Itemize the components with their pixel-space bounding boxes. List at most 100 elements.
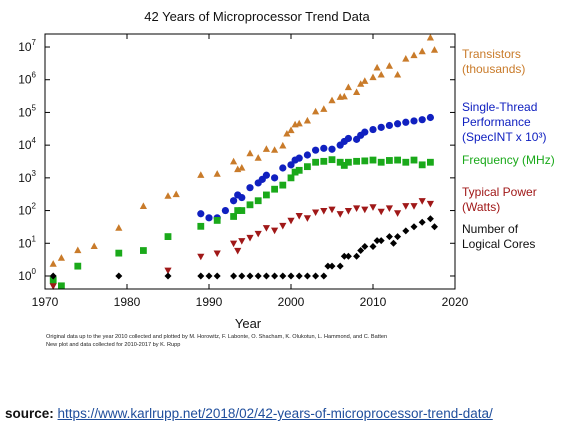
transistors-point (369, 73, 377, 81)
frequency-point (49, 276, 57, 284)
logical-cores-point (213, 272, 221, 280)
transistors-point (287, 126, 295, 134)
frequency-point (402, 158, 410, 166)
single-thread-performance-point (221, 206, 229, 215)
typical-power-point (344, 207, 352, 215)
notes-line-1: Original data up to the year 2010 collec… (46, 334, 388, 340)
transistors-point (373, 63, 381, 71)
transistors-point (385, 62, 393, 69)
single-thread-performance-point (385, 121, 393, 130)
typical-power-point (295, 213, 303, 220)
y-tick-label: 105 (18, 103, 36, 119)
single-thread-performance-point (394, 120, 402, 128)
series-transistors (49, 33, 439, 267)
transistors-point (410, 51, 418, 59)
logical-cores-point (390, 239, 397, 247)
transistors-point (254, 154, 262, 161)
frequency-point (164, 233, 172, 240)
frequency-point (246, 201, 254, 209)
frequency-point (377, 158, 385, 166)
frequency-point (361, 157, 369, 165)
logical-cores-point (418, 218, 426, 226)
y-tick-label: 102 (18, 202, 36, 218)
typical-power-point (426, 200, 434, 208)
frequency-point (271, 185, 278, 193)
typical-power-point (385, 205, 393, 212)
typical-power-point (303, 215, 311, 222)
frequency-point (345, 158, 352, 166)
typical-power-point (279, 222, 287, 230)
y-tick-exponent: 6 (32, 71, 37, 80)
y-tick-base: 10 (18, 105, 32, 119)
x-tick-label: 1980 (114, 295, 141, 309)
notes-line-2: New plot and data collected for 2010-201… (46, 341, 181, 348)
source-line: source: https://www.karlrupp.net/2018/02… (5, 406, 493, 421)
transistors-point (328, 96, 336, 104)
frequency-point (312, 158, 319, 166)
transistors-point (361, 77, 369, 84)
logical-cores-point (205, 272, 213, 280)
typical-power-point (418, 198, 426, 205)
y-tick-base: 10 (18, 40, 32, 54)
single-thread-performance-point (262, 171, 270, 179)
logical-cores-point (164, 272, 172, 280)
y-tick-exponent: 0 (32, 267, 37, 276)
logical-cores-point (344, 252, 352, 260)
single-thread-performance-point (303, 151, 311, 159)
transistors-point (344, 83, 352, 91)
y-tick-exponent: 1 (32, 234, 37, 243)
logical-cores-point (357, 247, 365, 255)
y-tick-base: 10 (18, 171, 32, 185)
transistors-point (430, 46, 439, 53)
x-tick-label: 2010 (360, 295, 387, 309)
single-thread-performance-point (312, 146, 320, 154)
legend-logical-cores: Number of Logical Cores (462, 222, 536, 251)
frequency-point (304, 163, 311, 171)
y-tick-exponent: 7 (32, 38, 37, 47)
source-link[interactable]: https://www.karlrupp.net/2018/02/42-year… (57, 406, 493, 421)
typical-power-point (377, 208, 385, 216)
frequency-point (386, 157, 393, 164)
transistors-point (262, 145, 270, 152)
single-thread-performance-point (246, 184, 254, 192)
logical-cores-point (49, 272, 57, 280)
typical-power-point (336, 211, 344, 218)
logical-cores-point (402, 227, 410, 235)
frequency-point (197, 222, 205, 230)
logical-cores-point (385, 233, 393, 241)
y-tick-base: 10 (18, 138, 32, 152)
logical-cores-point (377, 237, 385, 245)
frequency-point (115, 249, 123, 257)
single-thread-performance-point (328, 145, 336, 153)
logical-cores-point (262, 272, 270, 280)
single-thread-performance-point (287, 161, 295, 169)
y-tick-base: 10 (18, 73, 32, 87)
frequency-point (254, 197, 262, 205)
typical-power-point (410, 203, 418, 210)
logical-cores-point (324, 262, 332, 270)
transistors-point (377, 70, 385, 78)
single-thread-performance-point (197, 210, 205, 218)
y-tick-label: 103 (18, 169, 36, 185)
x-axis-ticks: 1970 1980 1990 2000 2010 2020 (32, 34, 469, 309)
logical-cores-point (197, 272, 205, 280)
transistors-point (402, 55, 410, 62)
transistors-point (357, 80, 365, 87)
transistors-point (115, 224, 123, 231)
typical-power-point (230, 240, 238, 248)
typical-power-point (287, 217, 295, 225)
frequency-point (230, 213, 237, 220)
transistors-point (49, 260, 57, 267)
chart-notes: Original data up to the year 2010 collec… (46, 334, 387, 349)
transistors-point (90, 242, 98, 250)
frequency-point (369, 156, 377, 164)
typical-power-point (197, 253, 205, 261)
typical-power-point (246, 234, 254, 242)
frequency-point (353, 157, 360, 165)
series-single-thread-performance (197, 113, 434, 222)
transistors-point (57, 254, 65, 261)
logical-cores-point (246, 272, 254, 280)
typical-power-point (320, 207, 328, 215)
